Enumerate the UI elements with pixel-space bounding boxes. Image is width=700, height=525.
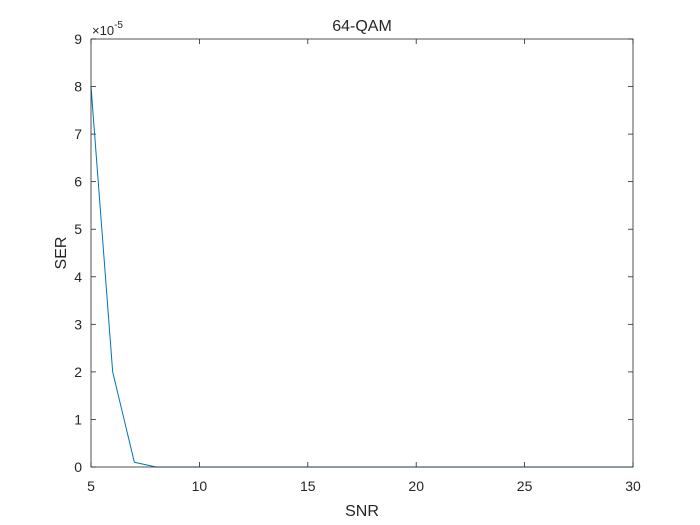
plot-area <box>91 39 633 467</box>
y-tick-label: 8 <box>74 79 82 95</box>
y-exponent-base: ×10 <box>92 23 114 38</box>
x-tick-label: 10 <box>192 478 208 494</box>
y-exponent-power: -5 <box>114 20 123 31</box>
x-tick-label: 25 <box>517 478 533 494</box>
y-tick-label: 9 <box>74 31 82 47</box>
y-tick-label: 7 <box>74 126 82 142</box>
x-tick-label: 5 <box>87 478 95 494</box>
x-tick-label: 20 <box>408 478 424 494</box>
y-tick-label: 1 <box>74 411 82 427</box>
y-tick-label: 4 <box>74 269 82 285</box>
y-ticks: 0 1 2 3 4 5 6 7 8 9 <box>74 31 633 475</box>
y-exponent-label: ×10-5 <box>92 20 123 38</box>
chart-title: 64-QAM <box>332 18 392 35</box>
y-tick-label: 3 <box>74 316 82 332</box>
x-tick-label: 15 <box>300 478 316 494</box>
x-tick-label: 30 <box>625 478 641 494</box>
y-tick-label: 5 <box>74 221 82 237</box>
y-axis-label: SER <box>53 237 70 270</box>
y-tick-label: 2 <box>74 364 82 380</box>
y-tick-label: 0 <box>74 459 82 475</box>
axes-box <box>90 38 634 468</box>
x-axis-label: SNR <box>345 503 379 520</box>
y-tick-label: 6 <box>74 174 82 190</box>
x-ticks: 5 10 15 20 25 30 <box>87 39 641 494</box>
